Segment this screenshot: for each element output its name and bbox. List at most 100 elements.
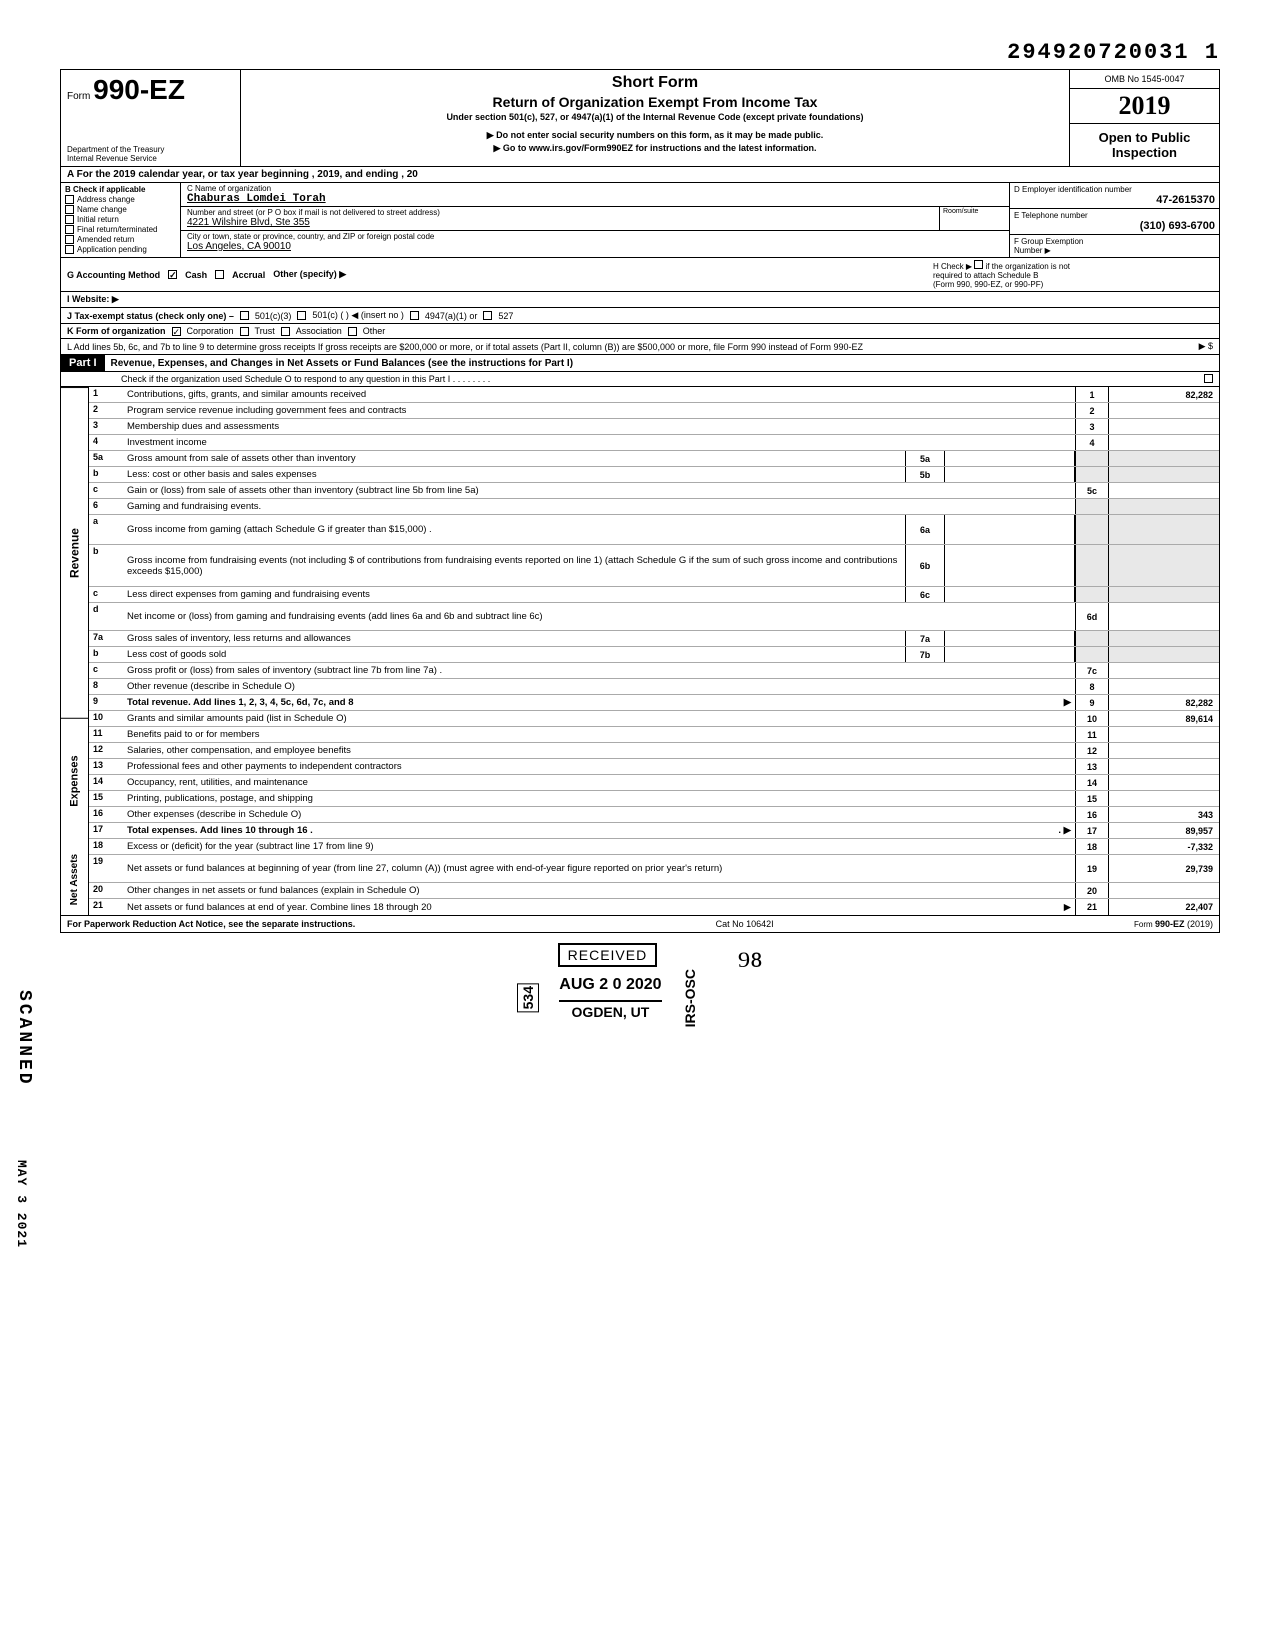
chk-label: Application pending [77,245,147,254]
line-10-text: Grants and similar amounts paid (list in… [123,711,1075,726]
g-text: G Accounting Method [67,270,160,280]
side-labels: Revenue Expenses Net Assets [61,387,89,915]
line-19-val: 29,739 [1109,855,1219,882]
chk-cash[interactable] [168,270,177,279]
chk-amended-return[interactable]: Amended return [65,235,176,244]
line-7b: bLess cost of goods sold 7b [89,647,1219,663]
line-17-text: Total expenses. Add lines 10 through 16 … [127,825,313,836]
line-4-text: Investment income [123,435,1075,450]
f-label2: Number ▶ [1014,246,1215,255]
line-2: 2Program service revenue including gover… [89,403,1219,419]
f-group: F Group Exemption Number ▶ [1010,235,1219,257]
c-name-label: C Name of organization [187,184,1003,193]
line-5c: cGain or (loss) from sale of assets othe… [89,483,1219,499]
chk-corporation[interactable] [172,327,181,336]
line-20-text: Other changes in net assets or fund bala… [123,883,1075,898]
line-21-text: Net assets or fund balances at end of ye… [127,902,432,913]
chk-501c3[interactable] [240,311,249,320]
line-15-text: Printing, publications, postage, and shi… [123,791,1075,806]
form-990ez: Form 990-EZ Department of the Treasury I… [60,69,1220,933]
line-6b-text: Gross income from fundraising events (no… [123,545,905,586]
col-c-org: C Name of organization Chaburas Lomdei T… [181,183,1009,257]
l-arrow: ▶ $ [1199,341,1213,352]
h-block: H Check ▶ if the organization is not req… [933,260,1213,289]
chk-4947[interactable] [410,311,419,320]
received-text: RECEIVED [558,943,658,967]
org-address: 4221 Wilshire Blvd, Ste 355 [187,217,310,228]
j-opt3: 527 [498,311,513,321]
footer-mid: Cat No 10642I [716,919,774,929]
header-right: OMB No 1545-0047 20201919 Open to Public… [1069,70,1219,166]
h-text4: (Form 990, 990-EZ, or 990-PF) [933,280,1043,289]
j-opt0: 501(c)(3) [255,311,292,321]
received-stamp: RECEIVED 534 AUG 2 0 2020 OGDEN, UT IRS-… [517,943,697,1027]
dept-line2: Internal Revenue Service [67,155,164,164]
g-label: G Accounting Method Cash Accrual Other (… [67,269,346,280]
line-16-val: 343 [1109,807,1219,822]
part1-header-row: Part I Revenue, Expenses, and Changes in… [61,355,1219,372]
chk-initial-return[interactable]: Initial return [65,215,176,224]
line-14: 14Occupancy, rent, utilities, and mainte… [89,775,1219,791]
d-ein: D Employer identification number 47-2615… [1010,183,1219,209]
chk-association[interactable] [281,327,290,336]
form-header: Form 990-EZ Department of the Treasury I… [61,70,1219,167]
row-k-orgform: K Form of organization Corporation Trust… [61,324,1219,339]
under-section: Under section 501(c), 527, or 4947(a)(1)… [249,112,1061,122]
line-21: 21Net assets or fund balances at end of … [89,899,1219,915]
barcode-number: 294920720031 1 [60,40,1220,65]
line-5a-text: Gross amount from sale of assets other t… [123,451,905,466]
row-a-taxyear: A For the 2019 calendar year, or tax yea… [61,167,1219,183]
line-1-val: 82,282 [1109,387,1219,402]
chk-other-org[interactable] [348,327,357,336]
main-lines: 1Contributions, gifts, grants, and simil… [89,387,1219,915]
line-17: 17Total expenses. Add lines 10 through 1… [89,823,1219,839]
line-6c-text: Less direct expenses from gaming and fun… [123,587,905,602]
chk-label: Initial return [77,215,119,224]
line-16: 16Other expenses (describe in Schedule O… [89,807,1219,823]
line-5a: 5aGross amount from sale of assets other… [89,451,1219,467]
line-10-val: 89,614 [1109,711,1219,726]
footer-right: Form 990-EZ (2019) [1134,919,1213,929]
chk-527[interactable] [483,311,492,320]
omb-number: OMB No 1545-0047 [1070,70,1219,89]
chk-name-change[interactable]: Name change [65,205,176,214]
line-19-text: Net assets or fund balances at beginning… [123,855,1075,882]
ssn-text: Do not enter social security numbers on … [496,130,823,140]
org-city: Los Angeles, CA 90010 [187,241,291,252]
k-opt1: Trust [255,326,275,336]
chk-part1-scho[interactable] [1204,374,1213,383]
cash-label: Cash [185,270,207,280]
d-label: D Employer identification number [1014,185,1215,194]
chk-accrual[interactable] [215,270,224,279]
chk-trust[interactable] [240,327,249,336]
line-6a-text: Gross income from gaming (attach Schedul… [123,515,905,544]
header-center: Short Form Return of Organization Exempt… [241,70,1069,166]
line-11: 11Benefits paid to or for members 11 [89,727,1219,743]
side-revenue: Revenue [61,387,88,718]
line-7b-text: Less cost of goods sold [123,647,905,662]
h-text1: H Check ▶ [933,262,972,271]
line-4: 4Investment income 4 [89,435,1219,451]
chk-application-pending[interactable]: Application pending [65,245,176,254]
line-5c-text: Gain or (loss) from sale of assets other… [123,483,1075,498]
chk-address-change[interactable]: Address change [65,195,176,204]
line-12: 12Salaries, other compensation, and empl… [89,743,1219,759]
chk-501c[interactable] [297,311,306,320]
line-10: 10Grants and similar amounts paid (list … [89,711,1219,727]
footer-row: For Paperwork Reduction Act Notice, see … [61,915,1219,932]
k-label: K Form of organization [67,326,166,336]
open-line1: Open to Public [1072,130,1217,145]
j-opt1: 501(c) ( ) ◀ (insert no ) [312,310,403,321]
chk-final-return[interactable]: Final return/terminated [65,225,176,234]
line-11-text: Benefits paid to or for members [123,727,1075,742]
lines-body: Revenue Expenses Net Assets 1Contributio… [61,387,1219,915]
chk-h[interactable] [974,260,983,269]
open-public: Open to Public Inspection [1070,124,1219,166]
line-15: 15Printing, publications, postage, and s… [89,791,1219,807]
line-6: 6Gaming and fundraising events. [89,499,1219,515]
j-opt2: 4947(a)(1) or [425,311,478,321]
ssn-note: ▶ Do not enter social security numbers o… [249,130,1061,141]
line-3-text: Membership dues and assessments [123,419,1075,434]
chk-label: Address change [77,195,135,204]
line-8: 8Other revenue (describe in Schedule O) … [89,679,1219,695]
